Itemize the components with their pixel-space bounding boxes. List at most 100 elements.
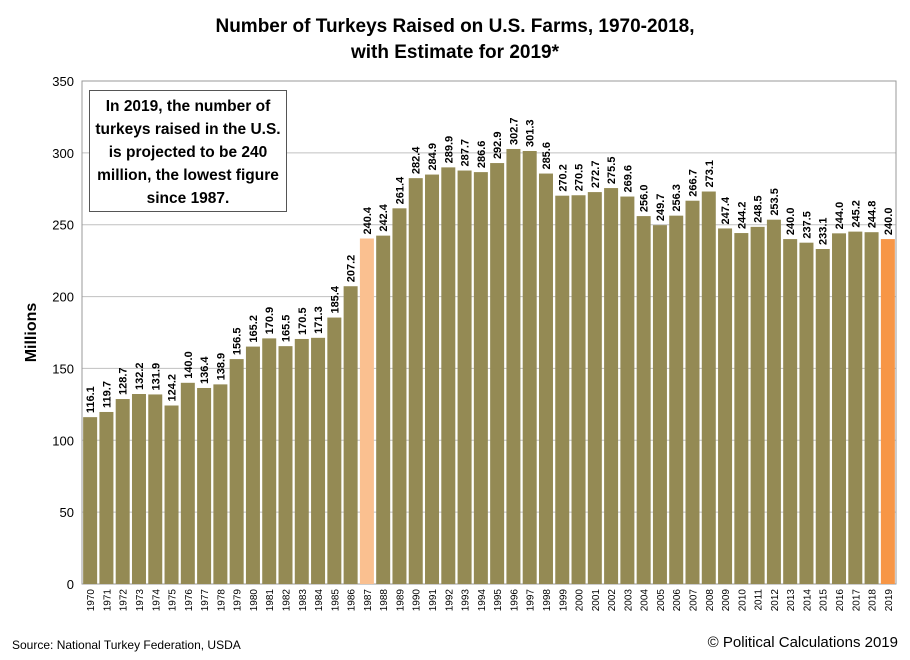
chart-title-line-1: Number of Turkeys Raised on U.S. Farms, … bbox=[215, 16, 695, 37]
y-tick-label: 250 bbox=[52, 218, 74, 233]
x-tick-label-1985: 1985 bbox=[330, 589, 341, 612]
x-tick-label-1995: 1995 bbox=[493, 589, 504, 612]
x-tick-label-1980: 1980 bbox=[249, 589, 260, 612]
bar-2008 bbox=[701, 191, 716, 584]
bar-1988 bbox=[376, 235, 391, 584]
bar-2005 bbox=[652, 225, 667, 584]
bar-1999 bbox=[555, 195, 570, 584]
x-tick-label-1997: 1997 bbox=[526, 589, 537, 612]
bar-1998 bbox=[538, 173, 553, 584]
data-label-1976: 140.0 bbox=[183, 351, 195, 379]
data-label-2013: 240.0 bbox=[785, 208, 797, 236]
bar-1994 bbox=[473, 172, 488, 584]
bar-2013 bbox=[783, 239, 798, 585]
x-tick-label-1974: 1974 bbox=[151, 589, 162, 612]
x-tick-label-2011: 2011 bbox=[754, 589, 765, 611]
data-label-1987: 240.4 bbox=[362, 206, 374, 234]
bar-1981 bbox=[262, 338, 277, 584]
bar-1990 bbox=[408, 178, 423, 584]
y-tick-label: 0 bbox=[67, 577, 74, 592]
bar-1979 bbox=[229, 359, 244, 584]
y-tick-label: 350 bbox=[52, 74, 74, 89]
bar-2001 bbox=[587, 192, 602, 585]
bar-1980 bbox=[245, 346, 260, 584]
data-label-2004: 256.0 bbox=[639, 185, 651, 213]
x-tick-label-2019: 2019 bbox=[884, 589, 895, 612]
bar-1996 bbox=[506, 148, 521, 584]
x-tick-label-1992: 1992 bbox=[444, 589, 455, 612]
bar-2002 bbox=[604, 188, 619, 584]
x-tick-label-1989: 1989 bbox=[395, 589, 406, 612]
x-tick-label-2010: 2010 bbox=[737, 589, 748, 612]
data-label-2009: 247.4 bbox=[720, 196, 732, 224]
bar-1983 bbox=[294, 338, 309, 584]
data-label-2001: 272.7 bbox=[590, 161, 602, 189]
bar-2017 bbox=[848, 231, 863, 585]
x-tick-label-2004: 2004 bbox=[640, 589, 651, 612]
data-label-1980: 165.2 bbox=[248, 315, 260, 343]
data-label-2007: 266.7 bbox=[688, 169, 700, 197]
callout-box: In 2019, the number of turkeys raised in… bbox=[89, 90, 287, 212]
source-note: Source: National Turkey Federation, USDA bbox=[12, 638, 241, 652]
x-tick-label-1991: 1991 bbox=[428, 589, 439, 612]
data-label-1985: 185.4 bbox=[329, 285, 341, 313]
bar-1970 bbox=[83, 417, 98, 584]
data-label-1982: 165.5 bbox=[281, 315, 293, 343]
data-label-1975: 124.2 bbox=[167, 374, 179, 402]
bar-2012 bbox=[766, 219, 781, 585]
data-label-1992: 289.9 bbox=[443, 136, 455, 164]
bar-1982 bbox=[278, 346, 293, 584]
x-tick-label-2005: 2005 bbox=[656, 589, 667, 612]
bar-2004 bbox=[636, 216, 651, 584]
x-tick-label-2002: 2002 bbox=[607, 589, 618, 612]
bar-1984 bbox=[311, 337, 326, 584]
x-tick-label-1988: 1988 bbox=[379, 589, 390, 612]
data-label-2016: 244.0 bbox=[834, 202, 846, 230]
bar-2018 bbox=[864, 232, 879, 584]
bar-1993 bbox=[457, 170, 472, 584]
data-label-2014: 237.5 bbox=[801, 211, 813, 239]
data-label-1977: 136.4 bbox=[199, 356, 211, 384]
data-label-1994: 286.6 bbox=[476, 141, 488, 169]
bar-1976 bbox=[180, 382, 195, 584]
bar-1977 bbox=[197, 387, 212, 584]
x-tick-label-2015: 2015 bbox=[819, 589, 830, 612]
bar-1978 bbox=[213, 384, 228, 584]
x-tick-label-2000: 2000 bbox=[575, 589, 586, 612]
data-label-1990: 282.4 bbox=[411, 146, 423, 174]
data-label-2018: 244.8 bbox=[867, 201, 879, 229]
data-label-1978: 138.9 bbox=[215, 353, 227, 381]
data-label-1981: 170.9 bbox=[264, 307, 276, 335]
bar-1985 bbox=[327, 317, 342, 584]
bar-2015 bbox=[815, 249, 830, 584]
x-tick-label-1979: 1979 bbox=[233, 589, 244, 612]
bar-1991 bbox=[425, 174, 440, 585]
x-tick-label-1994: 1994 bbox=[477, 589, 488, 612]
bar-1992 bbox=[441, 167, 456, 584]
x-tick-label-1993: 1993 bbox=[461, 589, 472, 612]
bar-1986 bbox=[343, 286, 358, 584]
x-tick-label-1986: 1986 bbox=[347, 589, 358, 612]
y-tick-label: 150 bbox=[52, 361, 74, 376]
data-label-1979: 156.5 bbox=[232, 328, 244, 356]
data-label-1986: 207.2 bbox=[346, 255, 358, 283]
data-label-2012: 253.5 bbox=[769, 188, 781, 216]
bar-2019 bbox=[880, 239, 895, 585]
x-tick-label-1972: 1972 bbox=[119, 589, 130, 612]
x-tick-label-2009: 2009 bbox=[721, 589, 732, 612]
bar-2016 bbox=[832, 233, 847, 584]
bar-1973 bbox=[131, 394, 146, 584]
x-tick-label-2013: 2013 bbox=[786, 589, 797, 612]
data-label-1970: 116.1 bbox=[85, 386, 97, 413]
data-label-1998: 285.6 bbox=[541, 142, 553, 170]
data-label-1984: 171.3 bbox=[313, 306, 325, 334]
y-tick-label: 100 bbox=[52, 433, 74, 448]
x-tick-label-2003: 2003 bbox=[623, 589, 634, 612]
x-tick-label-1996: 1996 bbox=[509, 589, 520, 612]
data-label-2002: 275.5 bbox=[606, 157, 618, 185]
bar-1987 bbox=[359, 238, 374, 584]
bar-2009 bbox=[718, 228, 733, 584]
data-label-1991: 284.9 bbox=[427, 143, 439, 171]
data-label-2000: 270.5 bbox=[574, 164, 586, 192]
